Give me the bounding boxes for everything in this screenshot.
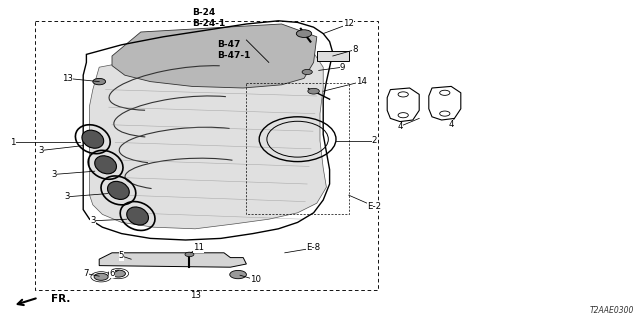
Text: FR.: FR. (51, 294, 70, 304)
Text: 7: 7 (84, 269, 89, 278)
Text: E-2: E-2 (367, 202, 381, 211)
Text: 12: 12 (343, 20, 355, 28)
Ellipse shape (82, 130, 104, 148)
Polygon shape (99, 253, 246, 267)
Circle shape (398, 113, 408, 118)
Bar (35, 21, 378, 290)
Text: 5: 5 (119, 252, 124, 260)
Text: 2: 2 (372, 136, 377, 145)
Circle shape (111, 270, 125, 277)
Circle shape (93, 78, 106, 85)
Text: 1: 1 (10, 138, 15, 147)
Circle shape (440, 111, 450, 116)
Polygon shape (112, 24, 317, 88)
Bar (317, 51, 349, 61)
Circle shape (296, 30, 312, 37)
Text: B-24: B-24 (192, 8, 215, 17)
Circle shape (440, 90, 450, 95)
Text: 11: 11 (193, 244, 204, 252)
Polygon shape (90, 48, 326, 229)
Ellipse shape (127, 207, 148, 225)
Text: 4: 4 (397, 122, 403, 131)
Text: T2AAE0300: T2AAE0300 (589, 306, 634, 315)
Text: 9: 9 (340, 63, 345, 72)
Text: E-8: E-8 (307, 244, 321, 252)
Ellipse shape (95, 156, 116, 174)
Circle shape (94, 273, 108, 280)
Text: 3: 3 (52, 170, 57, 179)
Text: 8: 8 (353, 45, 358, 54)
Circle shape (308, 88, 319, 94)
Ellipse shape (108, 181, 129, 199)
Text: 6: 6 (109, 269, 115, 278)
Circle shape (398, 92, 408, 97)
Circle shape (185, 252, 194, 257)
Text: B-47-1: B-47-1 (218, 52, 251, 60)
Text: B-47: B-47 (218, 40, 241, 49)
Text: 4: 4 (449, 120, 454, 129)
Text: B-24-1: B-24-1 (192, 20, 225, 28)
Text: 13: 13 (61, 74, 73, 83)
Text: 3: 3 (39, 146, 44, 155)
Circle shape (302, 69, 312, 75)
Text: 10: 10 (250, 276, 262, 284)
Text: 14: 14 (356, 77, 367, 86)
Text: 3: 3 (65, 192, 70, 201)
Text: 13: 13 (189, 292, 201, 300)
Circle shape (230, 270, 246, 279)
Text: 3: 3 (90, 216, 95, 225)
